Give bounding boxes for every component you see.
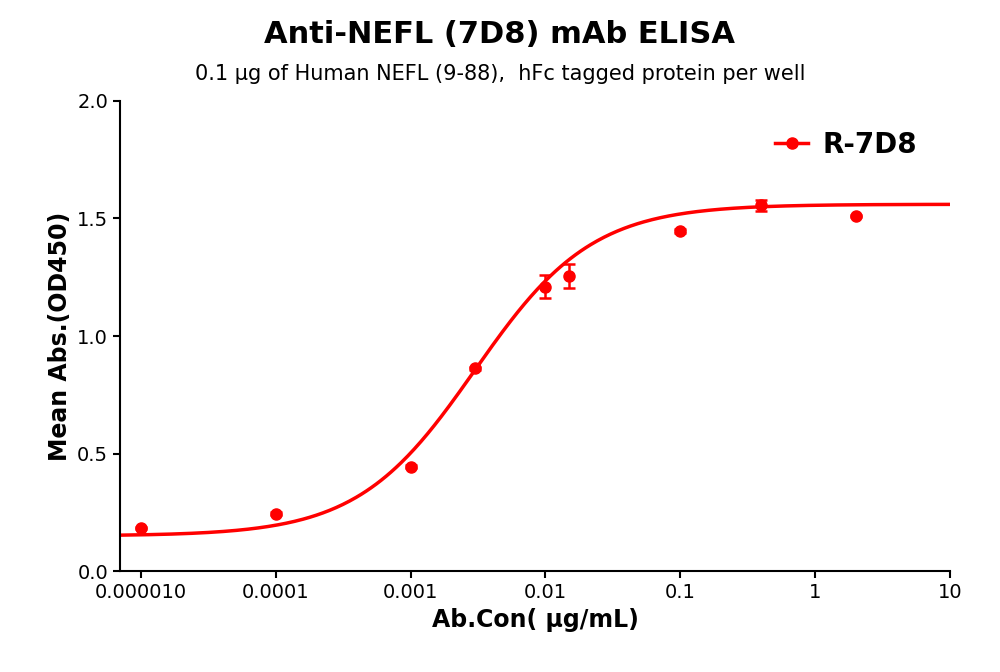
Text: 0.1 μg of Human NEFL (9-88),  hFc tagged protein per well: 0.1 μg of Human NEFL (9-88), hFc tagged … — [195, 64, 805, 84]
X-axis label: Ab.Con( μg/mL): Ab.Con( μg/mL) — [432, 607, 638, 632]
Text: Anti-NEFL (7D8) mAb ELISA: Anti-NEFL (7D8) mAb ELISA — [264, 20, 736, 49]
Legend: R-7D8: R-7D8 — [764, 120, 928, 169]
Y-axis label: Mean Abs.(OD450): Mean Abs.(OD450) — [48, 212, 72, 460]
